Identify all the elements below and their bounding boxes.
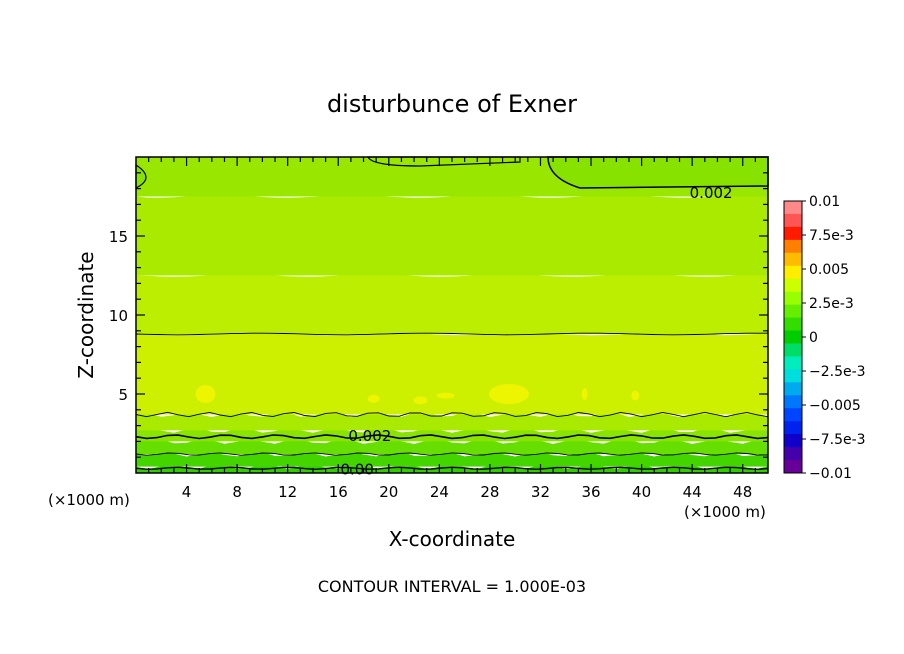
y-tick-label: 10 [109,307,128,325]
contour-interval-note: CONTOUR INTERVAL = 1.000E-03 [318,577,586,596]
x-tick-label: 40 [632,483,651,501]
local-maximum [367,394,380,403]
x-tick-label: 16 [329,483,348,501]
colorbar-swatch [784,252,802,267]
contour-band [136,438,768,455]
contour-band [136,195,768,276]
colorbar-swatch [784,239,802,254]
colorbar-swatch [784,356,802,370]
x-tick-label: 36 [581,483,600,501]
x-unit-left: (×1000 m) [48,491,130,509]
colorbar-label: 7.5e-3 [809,228,854,244]
colorbar-label: −2.5e-3 [809,364,866,380]
contour-line [135,452,769,456]
colorbar-label: 0.005 [809,262,849,278]
colorbar-swatch [784,304,802,319]
colorbar-swatch [784,291,802,306]
colorbar-swatch [784,408,802,422]
x-tick-label: 4 [182,483,192,501]
contour-band [136,332,768,415]
local-maximum [195,385,216,403]
local-maximum [581,388,588,400]
contour-label: 0.002 [348,427,391,445]
x-axis-label: X-coordinate [389,527,516,551]
local-maximum [631,390,640,401]
colorbar-swatch [784,382,802,396]
colorbar: 0.01 7.5e-3 0.005 2.5e-3 0 −2.5e-3 −0.005 −7.5e… [783,194,866,482]
colorbar-swatch [784,343,802,357]
local-maximum [488,384,529,404]
x-axis: 4 8 12 16 20 24 28 32 36 40 44 48 [148,157,756,501]
x-tick-label: 12 [278,483,297,501]
colorbar-label: 2.5e-3 [809,296,854,312]
contour-region-top-center [367,156,521,167]
x-unit-right: (×1000 m) [684,503,766,521]
x-tick-label: 28 [480,483,499,501]
colorbar-swatch [784,278,802,293]
colorbar-swatch [784,369,802,383]
x-tick-label: 20 [379,483,398,501]
colorbar-label: −0.01 [809,466,852,482]
colorbar-label: 0 [809,330,818,346]
contour-label: 0.00 [340,460,373,478]
y-tick-label: 5 [118,386,128,404]
contour-label: 0.002 [690,184,733,202]
colorbar-swatch [784,330,802,344]
contour-band [136,274,768,334]
contour-line [135,332,768,336]
contour-region-top-right [547,156,769,189]
x-tick-label: 32 [531,483,550,501]
plot-area: 0.002 0.002 0.00 [135,156,769,478]
colorbar-swatch [784,226,802,241]
colorbar-label: 0.01 [809,194,840,210]
colorbar-swatch [784,201,802,215]
colorbar-swatch [784,447,802,461]
local-maximum [436,392,455,399]
colorbar-swatch [784,265,802,280]
colorbar-swatch [784,460,802,474]
y-tick-label: 15 [109,228,128,246]
contour-band [136,412,768,431]
contour-line [135,411,769,418]
colorbar-label: −0.005 [809,398,861,414]
contour-line [135,434,769,440]
colorbar-swatch [784,317,802,332]
colorbar-label: −7.5e-3 [809,432,866,448]
x-tick-label: 48 [733,483,752,501]
colorbar-swatch [784,213,802,228]
colorbar-swatch [784,421,802,435]
colorbar-swatch [784,434,802,448]
colorbar-swatch [784,395,802,409]
x-tick-label: 44 [683,483,702,501]
y-axis-label: Z-coordinate [74,251,98,378]
x-tick-label: 24 [430,483,449,501]
x-tick-label: 8 [232,483,242,501]
chart-title: disturbunce of Exner [327,90,577,118]
local-maximum [413,396,428,405]
y-axis: 5 10 15 [109,172,768,458]
contour-line [135,466,769,471]
